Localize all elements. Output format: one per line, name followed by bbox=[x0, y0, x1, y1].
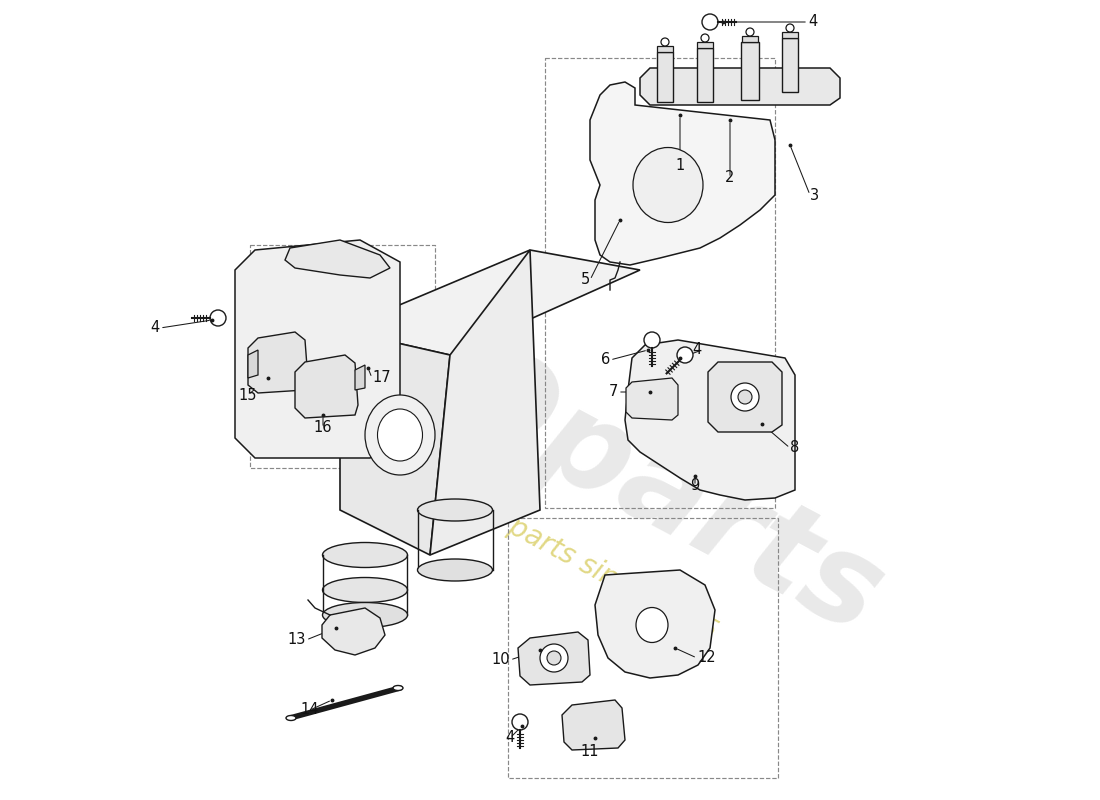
Polygon shape bbox=[590, 82, 776, 265]
Polygon shape bbox=[782, 38, 797, 92]
Polygon shape bbox=[340, 250, 640, 355]
Polygon shape bbox=[595, 570, 715, 678]
Circle shape bbox=[701, 34, 710, 42]
Text: 7: 7 bbox=[608, 385, 618, 399]
Ellipse shape bbox=[636, 607, 668, 642]
Ellipse shape bbox=[365, 395, 435, 475]
Polygon shape bbox=[518, 632, 590, 685]
Ellipse shape bbox=[286, 715, 296, 721]
Polygon shape bbox=[657, 46, 673, 52]
Text: 3: 3 bbox=[810, 187, 820, 202]
Polygon shape bbox=[322, 608, 385, 655]
Polygon shape bbox=[697, 42, 713, 48]
Text: 14: 14 bbox=[300, 702, 319, 718]
Text: 12: 12 bbox=[697, 650, 716, 666]
Ellipse shape bbox=[322, 602, 407, 627]
Text: 4: 4 bbox=[151, 321, 160, 335]
Text: 17: 17 bbox=[372, 370, 390, 386]
Circle shape bbox=[738, 390, 752, 404]
Polygon shape bbox=[625, 340, 795, 500]
Polygon shape bbox=[248, 332, 308, 393]
Polygon shape bbox=[742, 36, 758, 42]
Ellipse shape bbox=[418, 499, 493, 521]
Polygon shape bbox=[640, 68, 840, 105]
Ellipse shape bbox=[632, 147, 703, 222]
Circle shape bbox=[676, 347, 693, 363]
Circle shape bbox=[746, 28, 754, 36]
Text: 15: 15 bbox=[239, 387, 257, 402]
Text: 13: 13 bbox=[287, 633, 306, 647]
Polygon shape bbox=[741, 42, 759, 100]
Polygon shape bbox=[626, 378, 678, 420]
Circle shape bbox=[547, 651, 561, 665]
Circle shape bbox=[702, 14, 718, 30]
Text: eurOparts: eurOparts bbox=[218, 220, 902, 660]
Circle shape bbox=[210, 310, 225, 326]
Circle shape bbox=[732, 383, 759, 411]
Text: 16: 16 bbox=[314, 421, 332, 435]
Text: 1: 1 bbox=[675, 158, 684, 173]
Text: 2: 2 bbox=[725, 170, 735, 186]
Text: 6: 6 bbox=[601, 353, 610, 367]
Polygon shape bbox=[248, 350, 258, 378]
Text: 4: 4 bbox=[808, 14, 817, 30]
Ellipse shape bbox=[322, 578, 407, 602]
Circle shape bbox=[512, 714, 528, 730]
Polygon shape bbox=[430, 250, 540, 555]
Ellipse shape bbox=[377, 409, 422, 461]
Polygon shape bbox=[657, 52, 673, 102]
Text: 4: 4 bbox=[505, 730, 515, 746]
Circle shape bbox=[644, 332, 660, 348]
Text: a passion for parts since 1985: a passion for parts since 1985 bbox=[338, 424, 722, 646]
Ellipse shape bbox=[322, 542, 407, 567]
Polygon shape bbox=[782, 32, 797, 38]
Polygon shape bbox=[285, 240, 390, 278]
Polygon shape bbox=[295, 355, 358, 418]
Circle shape bbox=[540, 644, 568, 672]
Polygon shape bbox=[697, 48, 713, 102]
Polygon shape bbox=[340, 330, 450, 555]
Text: 5: 5 bbox=[581, 273, 590, 287]
Polygon shape bbox=[708, 362, 782, 432]
Ellipse shape bbox=[393, 686, 403, 690]
Circle shape bbox=[661, 38, 669, 46]
Text: 8: 8 bbox=[790, 441, 800, 455]
Circle shape bbox=[786, 24, 794, 32]
Polygon shape bbox=[562, 700, 625, 750]
Text: 4: 4 bbox=[693, 342, 702, 358]
Polygon shape bbox=[235, 240, 400, 458]
Text: 11: 11 bbox=[581, 745, 600, 759]
Polygon shape bbox=[355, 365, 365, 390]
Text: 10: 10 bbox=[492, 653, 510, 667]
Text: 9: 9 bbox=[691, 478, 700, 494]
Ellipse shape bbox=[418, 559, 493, 581]
